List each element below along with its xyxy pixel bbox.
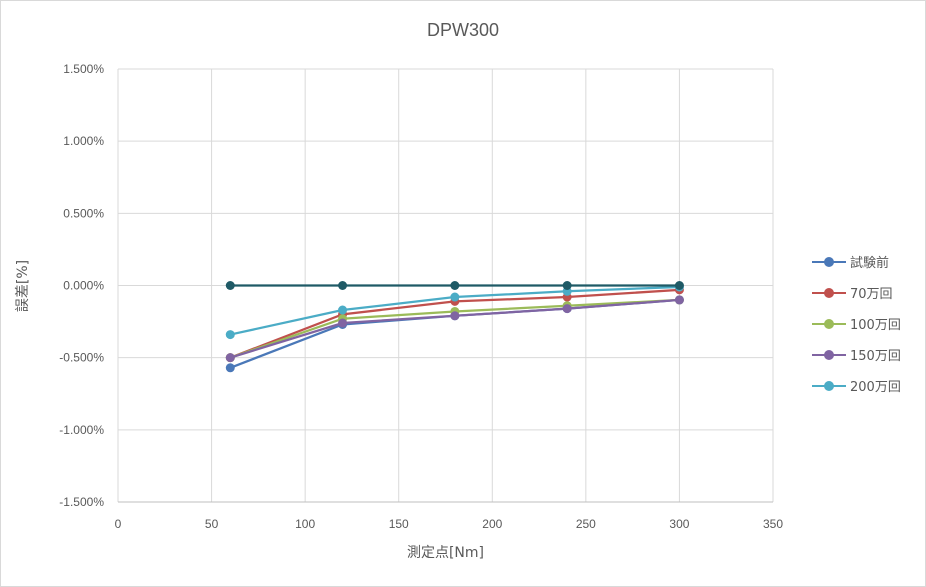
series-3-point [338, 318, 348, 328]
zero-reference-point [450, 281, 460, 290]
legend-swatch [812, 348, 846, 362]
x-tick-label: 300 [669, 517, 689, 531]
y-tick-label: 0.500% [63, 206, 104, 220]
legend-label: 200万回 [850, 380, 901, 395]
legend-item: 70万回 [812, 277, 901, 308]
legend-swatch [812, 286, 846, 300]
series-3-point [225, 353, 235, 363]
series-3-point [450, 311, 460, 321]
x-tick-label: 200 [482, 517, 502, 531]
x-tick-label: 150 [389, 517, 409, 531]
legend-item: 200万回 [812, 370, 901, 401]
series-3-point [562, 304, 572, 314]
y-tick-label: -1.500% [59, 495, 104, 509]
chart-title: DPW300 [426, 20, 500, 40]
series-4-point [338, 305, 348, 315]
legend-swatch [812, 255, 846, 269]
legend-swatch [812, 317, 846, 331]
series-4-point [225, 330, 235, 340]
zero-reference-point [338, 281, 348, 290]
zero-reference-point [674, 281, 684, 290]
zero-reference-point [225, 281, 235, 290]
y-tick-label: 1.500% [63, 62, 104, 76]
series-0-point [225, 363, 235, 373]
x-tick-label: 50 [205, 517, 219, 531]
series-4-point [450, 292, 460, 302]
zero-reference-point [562, 281, 572, 290]
x-tick-label: 250 [576, 517, 596, 531]
legend-item: 試験前 [812, 246, 901, 277]
y-tick-label: 0.000% [63, 279, 104, 293]
y-tick-label: -0.500% [59, 351, 104, 365]
x-tick-label: 0 [115, 517, 122, 531]
x-tick-label: 100 [295, 517, 315, 531]
legend-label: 100万回 [850, 318, 901, 333]
legend: 試験前 70万回 100万回 150万回 200万回 [812, 246, 901, 401]
x-tick-label: 350 [763, 517, 783, 531]
y-tick-label: 1.000% [63, 134, 104, 148]
legend-label: 150万回 [850, 349, 901, 364]
legend-swatch [812, 379, 846, 393]
x-axis-title: 測定点[Nm] [406, 545, 485, 561]
series-3-point [674, 295, 684, 305]
legend-label: 70万回 [850, 287, 893, 302]
legend-item: 100万回 [812, 308, 901, 339]
y-tick-label: -1.000% [59, 423, 104, 437]
legend-label: 試験前 [850, 256, 890, 271]
legend-item: 150万回 [812, 339, 901, 370]
